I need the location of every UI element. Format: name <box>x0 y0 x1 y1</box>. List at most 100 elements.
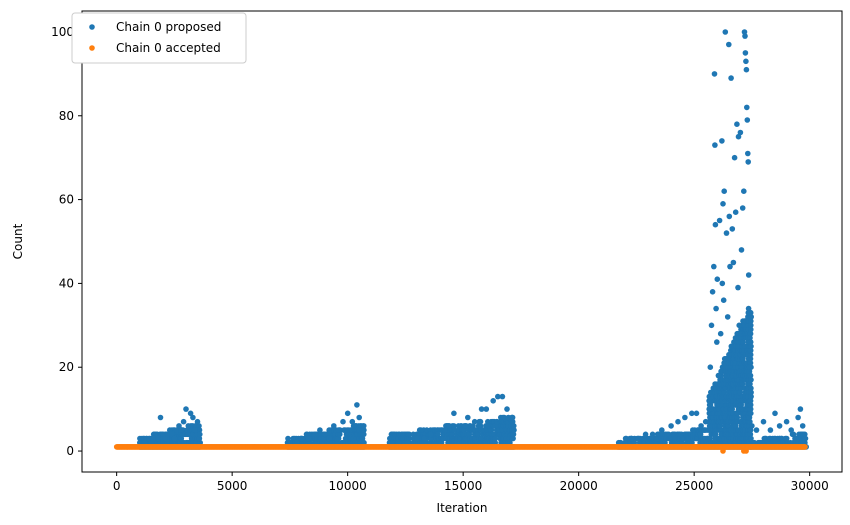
proposed-point <box>743 58 749 65</box>
proposed-point <box>499 393 506 400</box>
proposed-point <box>743 66 750 73</box>
proposed-point <box>748 318 754 324</box>
proposed-point <box>622 439 628 446</box>
proposed-point <box>508 414 515 421</box>
proposed-point <box>745 150 751 157</box>
proposed-point <box>747 402 754 408</box>
proposed-point <box>617 439 623 446</box>
proposed-point <box>196 435 203 442</box>
proposed-point <box>708 322 715 329</box>
proposed-point <box>747 356 754 362</box>
proposed-point <box>707 364 714 371</box>
proposed-point <box>361 431 367 438</box>
proposed-point <box>734 121 740 127</box>
proposed-point <box>716 217 723 224</box>
proposed-point <box>649 431 656 438</box>
proposed-point <box>428 435 435 442</box>
proposed-point <box>747 431 754 438</box>
proposed-point <box>509 418 516 425</box>
proposed-point <box>734 414 741 421</box>
proposed-point <box>726 213 733 220</box>
proposed-point <box>713 305 719 312</box>
proposed-point <box>741 29 748 35</box>
proposed-point <box>461 427 467 433</box>
proposed-point <box>148 439 155 446</box>
proposed-point <box>719 138 725 144</box>
proposed-point <box>747 335 753 341</box>
proposed-point <box>736 322 742 329</box>
proposed-point <box>185 423 192 429</box>
proposed-point <box>746 414 753 421</box>
legend-label-accepted: Chain 0 accepted <box>116 41 221 55</box>
y-tick-label: 0 <box>66 444 74 458</box>
y-tick-label: 80 <box>59 109 74 123</box>
proposed-point <box>298 435 305 442</box>
proposed-point <box>802 439 808 446</box>
proposed-point <box>495 393 501 400</box>
proposed-point <box>747 330 754 337</box>
proposed-point <box>478 435 485 442</box>
proposed-point <box>197 439 203 446</box>
proposed-point <box>712 431 719 438</box>
proposed-point <box>709 289 716 295</box>
proposed-point <box>722 398 729 404</box>
proposed-point <box>421 435 427 442</box>
proposed-point <box>635 435 642 442</box>
proposed-point <box>675 418 681 425</box>
series-chain-0-proposed <box>137 29 809 450</box>
proposed-point <box>694 435 700 442</box>
proposed-point <box>654 435 661 442</box>
proposed-point <box>668 423 674 429</box>
proposed-point <box>748 314 754 320</box>
legend: Chain 0 proposed Chain 0 accepted <box>71 12 247 64</box>
x-tick-label: 30000 <box>791 479 829 493</box>
proposed-point <box>747 372 754 379</box>
proposed-point <box>388 439 395 446</box>
proposed-point <box>452 427 458 433</box>
proposed-point <box>747 360 754 366</box>
proposed-point <box>334 439 341 446</box>
proposed-point <box>711 263 717 270</box>
proposed-point <box>707 435 713 442</box>
proposed-point <box>510 431 517 438</box>
proposed-point <box>732 209 739 215</box>
proposed-point <box>451 410 457 417</box>
accepted-point <box>720 448 726 454</box>
proposed-point <box>344 410 351 417</box>
proposed-point <box>361 427 367 433</box>
proposed-point <box>717 423 724 429</box>
proposed-point <box>727 263 733 270</box>
proposed-point <box>747 381 753 387</box>
proposed-point <box>141 439 148 446</box>
proposed-point <box>731 154 738 161</box>
proposed-point <box>171 435 178 442</box>
proposed-point <box>719 402 725 408</box>
proposed-point <box>305 435 312 442</box>
proposed-point <box>507 439 513 446</box>
proposed-point <box>510 435 516 442</box>
proposed-point <box>711 71 718 77</box>
y-tick-label: 60 <box>59 193 74 207</box>
proposed-point <box>169 431 175 438</box>
proposed-point <box>783 418 790 425</box>
x-axis: 0 5000 10000 15000 20000 25000 30000 <box>113 472 829 493</box>
proposed-point <box>511 423 517 429</box>
proposed-point <box>698 423 704 429</box>
proposed-point <box>748 385 754 392</box>
legend-marker-accepted <box>89 45 95 51</box>
proposed-point <box>414 435 420 442</box>
proposed-point <box>331 423 337 429</box>
proposed-point <box>735 133 742 140</box>
proposed-point <box>477 423 484 429</box>
proposed-point <box>449 431 455 438</box>
proposed-point <box>483 406 490 412</box>
legend-box <box>71 12 247 64</box>
proposed-point <box>742 50 749 56</box>
proposed-point <box>492 435 499 442</box>
proposed-point <box>734 410 741 417</box>
proposed-point <box>745 272 752 278</box>
proposed-point <box>799 423 806 429</box>
proposed-point <box>438 439 445 446</box>
proposed-point <box>312 431 319 438</box>
